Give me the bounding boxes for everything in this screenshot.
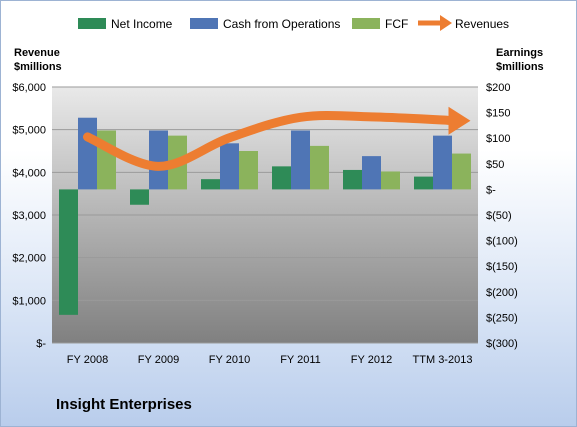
arrowhead-revenues bbox=[448, 106, 471, 135]
left-axis-tick-label: $- bbox=[36, 338, 46, 350]
right-axis-title-line2: $millions bbox=[496, 61, 544, 73]
x-axis-tick-label: FY 2010 bbox=[209, 354, 250, 366]
legend-label-fcf: FCF bbox=[385, 17, 408, 31]
right-axis-tick-label: $200 bbox=[486, 82, 510, 94]
bar-cash-from-operations bbox=[362, 156, 381, 190]
left-axis-tick-label: $1,000 bbox=[12, 295, 46, 307]
x-axis-tick-label: FY 2012 bbox=[351, 354, 392, 366]
right-axis-title-line1: Earnings bbox=[496, 47, 543, 59]
bar-net-income bbox=[59, 189, 78, 315]
bars bbox=[59, 117, 471, 315]
legend: Net Income Cash from Operations FCF Reve… bbox=[78, 15, 509, 31]
right-axis-tick-label: $150 bbox=[486, 108, 510, 120]
x-axis-tick-label: FY 2008 bbox=[67, 354, 108, 366]
bar-cash-from-operations bbox=[78, 117, 97, 190]
left-axis-tick-label: $2,000 bbox=[12, 253, 46, 265]
right-axis-tick-label: $(250) bbox=[486, 312, 518, 324]
bar-net-income bbox=[414, 176, 433, 190]
left-axis-title-line1: Revenue bbox=[14, 47, 60, 59]
bar-fcf bbox=[310, 145, 329, 190]
legend-swatch-net-income bbox=[78, 18, 106, 29]
right-axis-tick-label: $100 bbox=[486, 133, 510, 145]
bar-net-income bbox=[272, 166, 291, 190]
right-axis-tick-label: $(150) bbox=[486, 261, 518, 273]
legend-arrowhead-revenues bbox=[440, 15, 452, 31]
right-axis-tick-label: $- bbox=[486, 184, 496, 196]
legend-label-cash-from-operations: Cash from Operations bbox=[223, 17, 340, 31]
right-axis-ticks: $(300) $(250) $(200) $(150) $(100) $(50) $- $50… bbox=[486, 82, 518, 350]
right-axis-tick-label: $(50) bbox=[486, 210, 512, 222]
x-axis-ticks: FY 2008 FY 2009 FY 2010 FY 2011 FY 2012 TTM 3… bbox=[67, 354, 473, 366]
right-axis-tick-label: $(100) bbox=[486, 236, 518, 248]
right-axis-tick-label: $(200) bbox=[486, 287, 518, 299]
bar-net-income bbox=[201, 179, 220, 190]
x-axis-tick-label: FY 2011 bbox=[280, 354, 321, 366]
bar-fcf bbox=[452, 153, 471, 190]
legend-swatch-fcf bbox=[352, 18, 380, 29]
left-axis-ticks: $- $1,000 $2,000 $3,000 $4,000 $5,000 $6,000 bbox=[12, 82, 46, 350]
bar-cash-from-operations bbox=[291, 130, 310, 190]
bar-cash-from-operations bbox=[149, 130, 168, 190]
left-axis-tick-label: $5,000 bbox=[12, 125, 46, 137]
bar-net-income bbox=[343, 169, 362, 190]
x-axis-tick-label: TTM 3-2013 bbox=[413, 354, 473, 366]
right-axis-tick-label: $(300) bbox=[486, 338, 518, 350]
bar-cash-from-operations bbox=[433, 135, 452, 190]
bar-fcf bbox=[239, 151, 258, 190]
x-axis-tick-label: FY 2009 bbox=[138, 354, 179, 366]
left-axis-title-line2: $millions bbox=[14, 61, 62, 73]
bar-net-income bbox=[130, 189, 149, 205]
bar-fcf bbox=[381, 171, 400, 190]
legend-label-net-income: Net Income bbox=[111, 17, 173, 31]
left-axis-tick-label: $4,000 bbox=[12, 167, 46, 179]
company-name: Insight Enterprises bbox=[56, 396, 192, 413]
revenue-series bbox=[83, 106, 471, 171]
right-axis-tick-label: $50 bbox=[486, 159, 504, 171]
left-axis-tick-label: $3,000 bbox=[12, 210, 46, 222]
legend-label-revenues: Revenues bbox=[455, 17, 509, 31]
line-revenues bbox=[83, 110, 461, 171]
left-axis-tick-label: $6,000 bbox=[12, 82, 46, 94]
bar-cash-from-operations bbox=[220, 143, 239, 190]
legend-swatch-cash-from-operations bbox=[190, 18, 218, 29]
